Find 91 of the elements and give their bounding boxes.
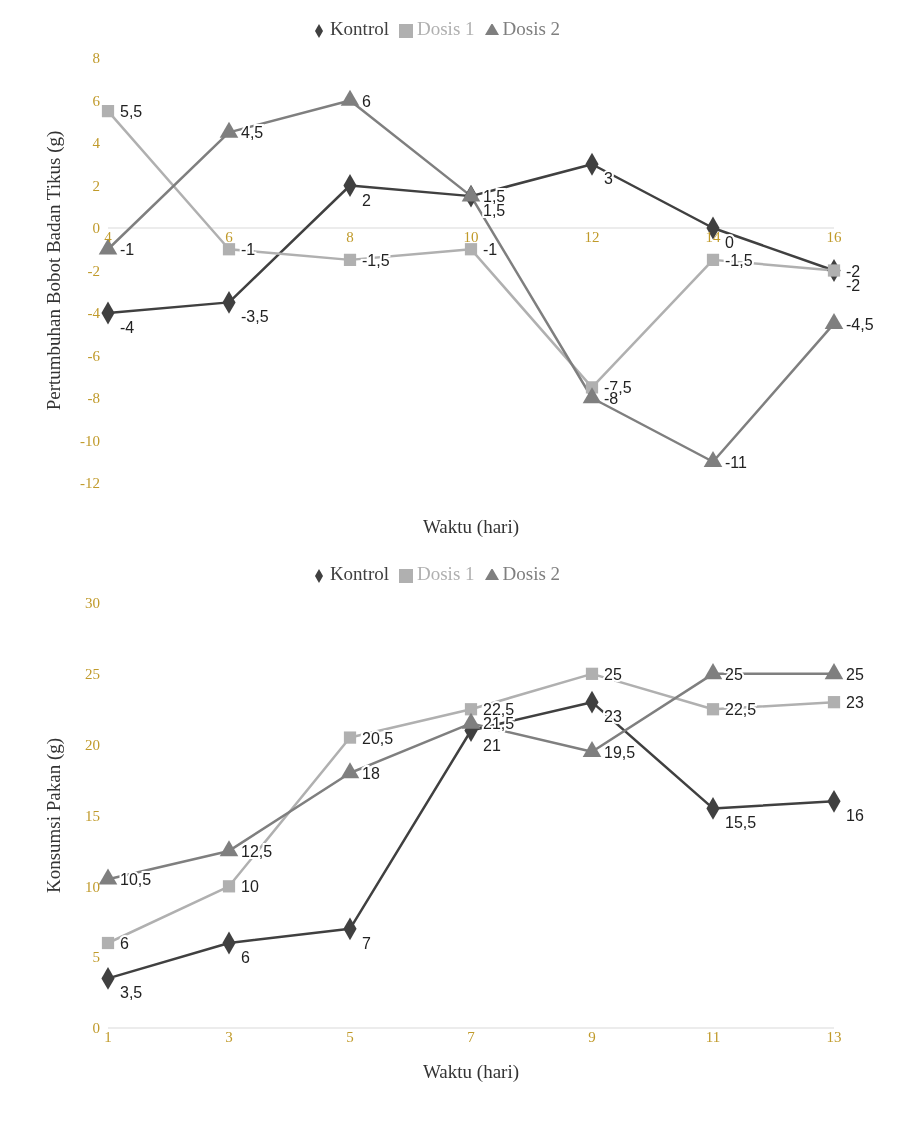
legend-label: Dosis 2 bbox=[502, 563, 561, 584]
x-tick-label: 13 bbox=[826, 1029, 842, 1045]
data-label: 23 bbox=[846, 694, 864, 712]
y-tick-label: -4 bbox=[87, 305, 101, 322]
x-axis-title: Waktu (hari) bbox=[422, 1061, 520, 1083]
point bbox=[343, 253, 357, 266]
data-label: 21 bbox=[483, 736, 501, 754]
data-label: 3 bbox=[604, 170, 613, 188]
data-label: 4,5 bbox=[241, 124, 264, 142]
data-label: 20,5 bbox=[362, 729, 394, 747]
data-label: -1 bbox=[120, 241, 135, 259]
data-label: 0 bbox=[725, 234, 734, 251]
y-tick-label: -12 bbox=[80, 475, 100, 492]
data-label: 12,5 bbox=[241, 842, 273, 860]
y-tick-label: 15 bbox=[85, 807, 100, 824]
data-label: 6 bbox=[120, 935, 129, 952]
y-tick-label: -8 bbox=[87, 390, 100, 407]
x-tick-label: 7 bbox=[467, 1029, 476, 1045]
x-tick-label: 3 bbox=[225, 1029, 233, 1045]
x-tick-label: 9 bbox=[588, 1029, 596, 1045]
point bbox=[585, 667, 599, 680]
y-tick-label: 0 bbox=[92, 1020, 100, 1037]
data-label: 6 bbox=[241, 949, 250, 966]
x-tick-label: 11 bbox=[705, 1029, 721, 1045]
x-tick-label: 1 bbox=[104, 1029, 112, 1045]
x-tick-label: 5 bbox=[346, 1029, 354, 1045]
x-tick-label: 10 bbox=[463, 229, 479, 245]
data-label: 6 bbox=[362, 92, 371, 110]
point bbox=[464, 703, 478, 716]
point bbox=[222, 243, 236, 256]
y-tick-label: 20 bbox=[85, 736, 100, 753]
y-tick-label: -10 bbox=[80, 432, 100, 449]
data-label: 22,5 bbox=[725, 701, 757, 719]
x-tick-label: 4 bbox=[104, 229, 113, 245]
point bbox=[827, 264, 841, 277]
data-label: 19,5 bbox=[604, 743, 636, 761]
point bbox=[582, 387, 602, 404]
data-label: -11 bbox=[725, 453, 748, 471]
data-label: 7 bbox=[362, 934, 371, 952]
data-label: 25 bbox=[846, 665, 864, 683]
point bbox=[464, 243, 478, 256]
x-tick-label: 14 bbox=[705, 229, 721, 245]
data-label: 22,5 bbox=[483, 701, 515, 719]
data-label: 3,5 bbox=[120, 984, 143, 1002]
y-tick-label: 25 bbox=[85, 666, 100, 683]
y-tick-label: 4 bbox=[92, 135, 101, 152]
data-label: -1 bbox=[483, 241, 498, 259]
point bbox=[222, 880, 236, 893]
point bbox=[101, 936, 115, 950]
point bbox=[706, 253, 720, 266]
legend-label: Dosis 1 bbox=[417, 18, 475, 39]
x-tick-label: 6 bbox=[225, 229, 234, 245]
x-axis-title: Waktu (hari) bbox=[422, 516, 520, 538]
point bbox=[101, 105, 115, 118]
data-label: -1 bbox=[241, 241, 256, 259]
data-label: -4 bbox=[120, 319, 135, 336]
legend-label: Dosis 2 bbox=[502, 18, 561, 39]
y-tick-label: 0 bbox=[92, 220, 100, 237]
y-tick-label: 2 bbox=[92, 177, 100, 194]
data-label: 15,5 bbox=[725, 814, 757, 832]
point bbox=[706, 703, 720, 716]
point bbox=[703, 451, 723, 468]
data-label: -4,5 bbox=[846, 315, 874, 333]
point bbox=[343, 731, 357, 744]
legend-label: Kontrol bbox=[329, 18, 389, 39]
data-label: -3,5 bbox=[241, 308, 269, 326]
legend-label: Kontrol bbox=[329, 563, 389, 584]
data-label: 25 bbox=[604, 665, 622, 683]
data-label: -1,5 bbox=[362, 251, 390, 269]
x-tick-label: 8 bbox=[346, 229, 354, 245]
x-tick-label: 12 bbox=[584, 229, 600, 245]
data-label: 18 bbox=[362, 765, 380, 782]
data-label: 2 bbox=[362, 191, 371, 209]
y-tick-label: 30 bbox=[85, 595, 100, 612]
y-axis-title: Konsumsi Pakan (g) bbox=[42, 737, 65, 894]
y-tick-label: 5 bbox=[92, 949, 100, 966]
y-tick-label: 8 bbox=[92, 50, 100, 67]
y-tick-label: -6 bbox=[87, 347, 101, 364]
data-label: 1,5 bbox=[483, 188, 506, 206]
data-label: 5,5 bbox=[120, 103, 143, 121]
data-label: 10,5 bbox=[120, 871, 152, 889]
data-label: 16 bbox=[846, 807, 864, 825]
data-label: 10 bbox=[241, 878, 259, 896]
y-tick-label: 6 bbox=[92, 92, 101, 109]
point bbox=[827, 696, 841, 709]
data-label: -1,5 bbox=[725, 251, 753, 269]
y-tick-label: -2 bbox=[87, 262, 100, 279]
x-tick-label: 16 bbox=[826, 229, 842, 245]
legend-label: Dosis 1 bbox=[417, 563, 475, 584]
y-axis-title: Pertumbuhan Bobot Badan Tikus (g) bbox=[42, 130, 65, 411]
y-tick-label: 10 bbox=[85, 878, 100, 895]
